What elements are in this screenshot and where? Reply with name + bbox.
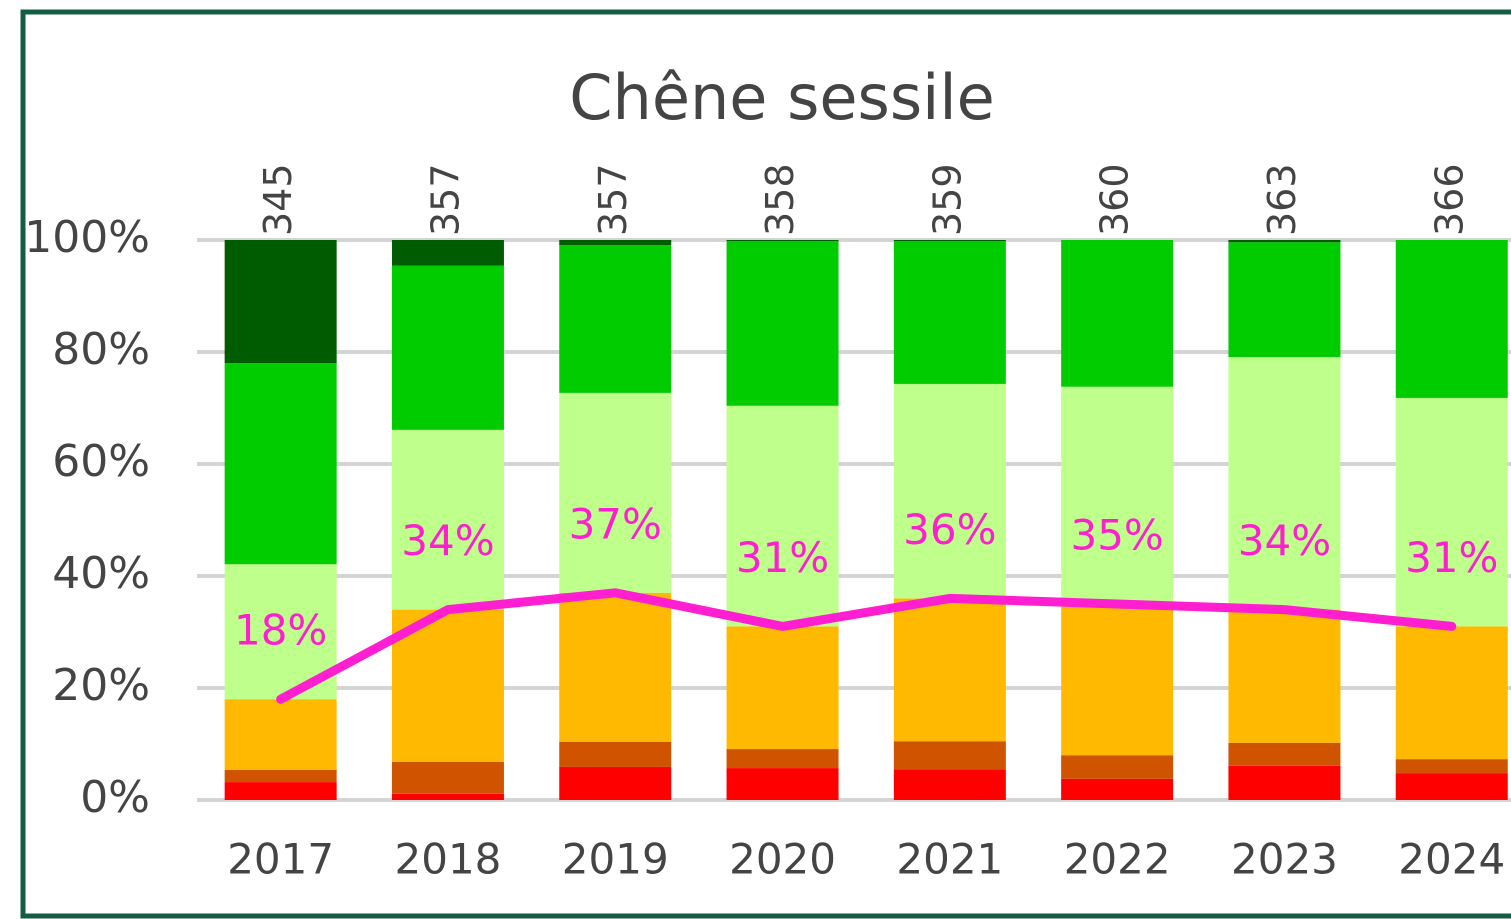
bar-segment — [1228, 357, 1341, 610]
y-tick-label: 40% — [52, 548, 150, 599]
bar-segment — [1061, 778, 1174, 800]
bar-segment — [893, 383, 1006, 599]
bar-segment — [224, 240, 337, 364]
bar-segment — [1061, 240, 1174, 387]
bar-segment — [391, 793, 504, 800]
bar-segment — [893, 741, 1006, 770]
bar-segment — [1395, 397, 1508, 627]
line-value-label: 35% — [1070, 511, 1163, 560]
x-tick-label: 2021 — [896, 835, 1003, 884]
bar-segment — [1395, 773, 1508, 800]
x-tick-label: 2023 — [1231, 835, 1338, 884]
count-label: 357 — [423, 163, 467, 236]
bar-segment — [391, 609, 504, 762]
line-value-label: 37% — [569, 499, 662, 548]
line-value-label: 31% — [736, 533, 829, 582]
bar-segment — [1395, 240, 1508, 398]
bar-segment — [1228, 765, 1341, 800]
bar-segment — [224, 782, 337, 800]
bar-segment — [1061, 386, 1174, 604]
bar-segment — [1395, 626, 1508, 760]
bar-segment — [726, 626, 839, 750]
bar-segment — [224, 769, 337, 783]
bar-segment — [893, 240, 1006, 242]
bar-segment — [1228, 240, 1341, 243]
bar-segment — [559, 240, 672, 246]
y-tick-label: 0% — [80, 772, 150, 823]
x-tick-label: 2024 — [1398, 835, 1505, 884]
bar-segment — [1061, 604, 1174, 756]
bar-segment — [559, 741, 672, 767]
bar-segment — [1228, 242, 1341, 358]
line-value-label: 18% — [234, 606, 327, 655]
bar-segment — [1228, 609, 1341, 743]
bar-segment — [893, 241, 1006, 384]
bar-segment — [1061, 755, 1174, 779]
bar-segment — [391, 429, 504, 610]
bar-segment — [1228, 742, 1341, 766]
line-value-label: 34% — [401, 516, 494, 565]
count-label: 363 — [1260, 163, 1304, 236]
bar-segment — [559, 245, 672, 393]
bar-segment — [726, 241, 839, 406]
count-label: 359 — [925, 163, 969, 236]
y-tick-label: 100% — [24, 212, 150, 263]
count-label: 357 — [591, 163, 635, 236]
bar-segment — [726, 749, 839, 769]
bar-segment — [726, 240, 839, 242]
y-tick-label: 60% — [52, 436, 150, 487]
line-value-label: 31% — [1405, 533, 1498, 582]
count-label: 360 — [1093, 163, 1137, 236]
bar-segment — [726, 405, 839, 627]
chart-title: Chêne sessile — [569, 61, 995, 134]
bar-segment — [391, 265, 504, 430]
line-value-label: 36% — [903, 505, 996, 554]
count-label: 358 — [758, 163, 802, 236]
count-label: 345 — [256, 163, 300, 236]
x-tick-label: 2019 — [562, 835, 669, 884]
bar-segment — [391, 240, 504, 266]
bar-segment — [224, 699, 337, 770]
bar-segment — [224, 363, 337, 565]
bar-segment — [726, 768, 839, 800]
x-tick-label: 2017 — [227, 835, 334, 884]
bar-segment — [1395, 759, 1508, 774]
x-tick-label: 2022 — [1064, 835, 1171, 884]
x-tick-label: 2018 — [395, 835, 502, 884]
y-tick-label: 20% — [52, 660, 150, 711]
frame — [20, 9, 1511, 919]
bar-segment — [559, 392, 672, 593]
y-tick-label: 80% — [52, 324, 150, 375]
line — [276, 588, 1457, 704]
bar-segment — [559, 766, 672, 800]
bar-segment — [893, 598, 1006, 742]
line-value-label: 34% — [1238, 516, 1331, 565]
bar-segment — [559, 592, 672, 742]
bar-segment — [893, 769, 1006, 800]
x-tick-label: 2020 — [729, 835, 836, 884]
bar-segment — [391, 761, 504, 794]
count-label: 366 — [1427, 163, 1471, 236]
